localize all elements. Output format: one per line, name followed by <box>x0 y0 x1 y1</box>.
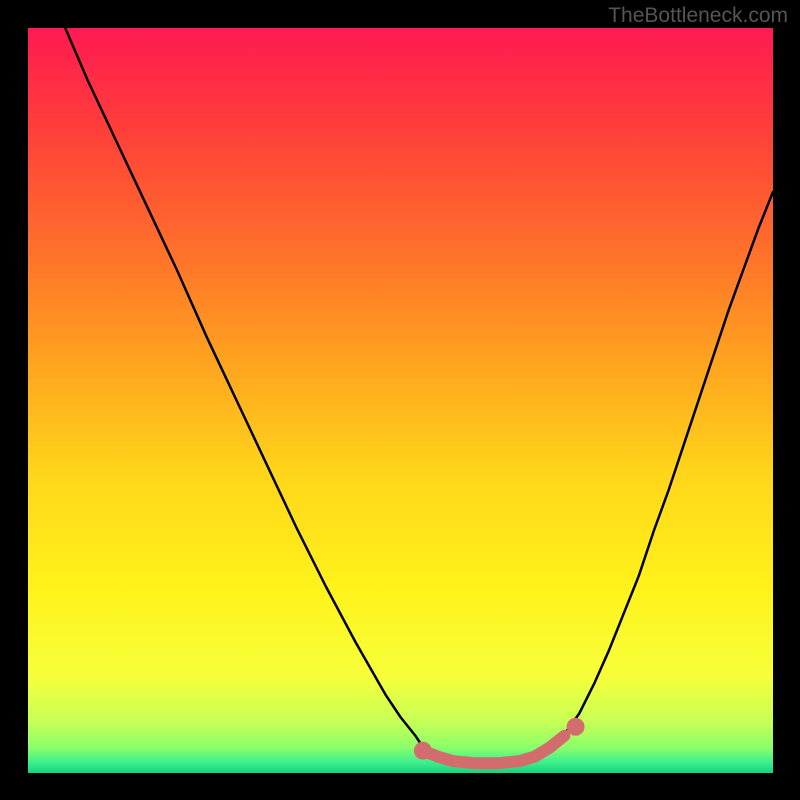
attribution-label: TheBottleneck.com <box>608 4 788 28</box>
bottleneck-curve-chart <box>0 0 800 800</box>
optimal-range-left-endpoint <box>414 742 432 760</box>
chart-container: TheBottleneck.com <box>0 0 800 800</box>
optimal-range-right-endpoint <box>567 718 585 736</box>
chart-background <box>28 28 773 773</box>
